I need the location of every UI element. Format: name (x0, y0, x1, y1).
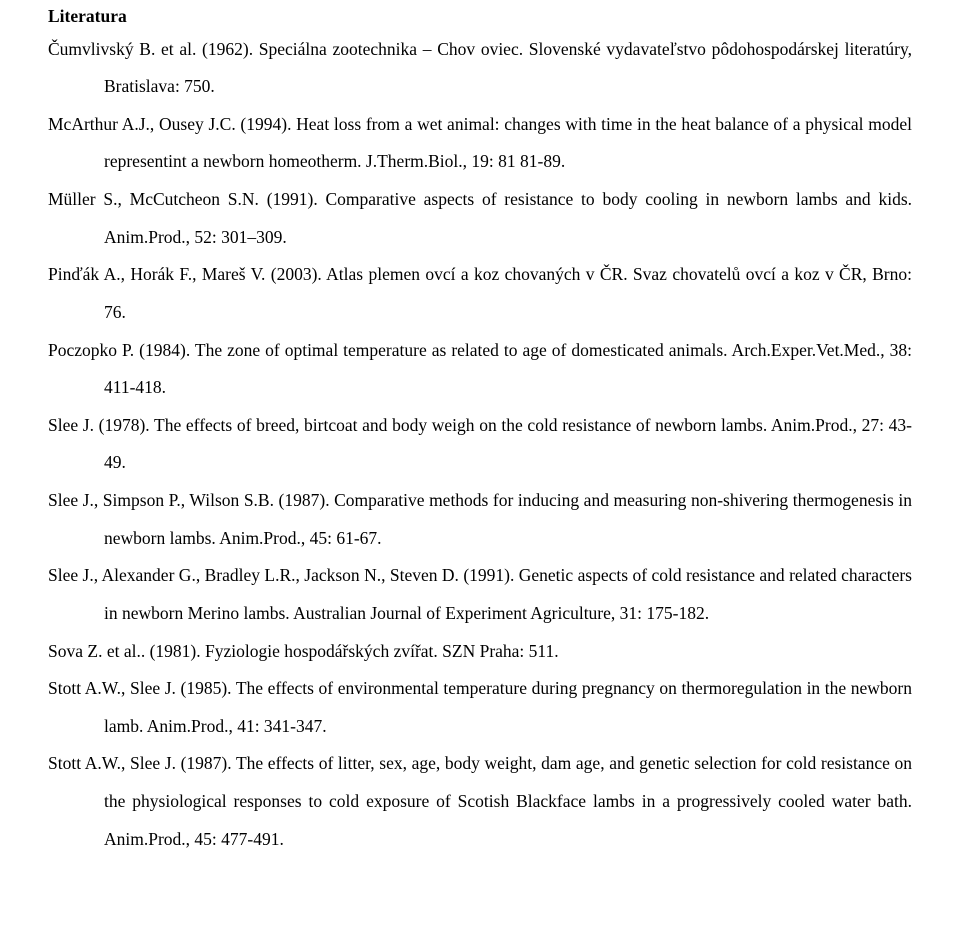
reference-item: Pinďák A., Horák F., Mareš V. (2003). At… (48, 256, 912, 331)
section-heading: Literatura (48, 4, 912, 29)
reference-item: Poczopko P. (1984). The zone of optimal … (48, 332, 912, 407)
reference-item: Čumvlivský B. et al. (1962). Speciálna z… (48, 31, 912, 106)
reference-item: Müller S., McCutcheon S.N. (1991). Compa… (48, 181, 912, 256)
page-content: Literatura Čumvlivský B. et al. (1962). … (0, 0, 960, 858)
reference-item: Slee J. (1978). The effects of breed, bi… (48, 407, 912, 482)
reference-item: Stott A.W., Slee J. (1987). The effects … (48, 745, 912, 858)
reference-item: Stott A.W., Slee J. (1985). The effects … (48, 670, 912, 745)
reference-item: Sova Z. et al.. (1981). Fyziologie hospo… (48, 633, 912, 671)
reference-item: Slee J., Simpson P., Wilson S.B. (1987).… (48, 482, 912, 557)
reference-item: McArthur A.J., Ousey J.C. (1994). Heat l… (48, 106, 912, 181)
reference-item: Slee J., Alexander G., Bradley L.R., Jac… (48, 557, 912, 632)
